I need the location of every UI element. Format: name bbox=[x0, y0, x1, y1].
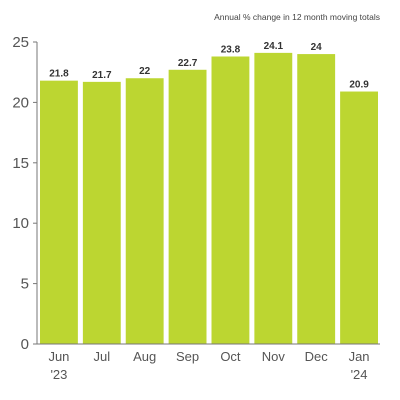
data-label: 24.1 bbox=[264, 41, 284, 52]
x-axis: Jun '23 Jul Aug Sep Oct Nov Dec Jan '24 bbox=[37, 343, 380, 382]
x-tick-label: Oct bbox=[220, 349, 241, 364]
x-tick-year-label: '24 bbox=[351, 367, 368, 382]
y-tick-label: 15 bbox=[12, 155, 29, 172]
bar bbox=[82, 81, 121, 344]
data-label: 21.7 bbox=[92, 70, 112, 81]
bar bbox=[297, 54, 336, 345]
data-label: 21.8 bbox=[49, 69, 69, 80]
x-tick-label: Jul bbox=[94, 349, 111, 364]
x-tick-label: Jan bbox=[349, 349, 370, 364]
bar bbox=[168, 69, 207, 344]
y-tick-label: 5 bbox=[21, 276, 29, 293]
data-label: 22 bbox=[139, 66, 151, 77]
y-tick-label: 25 bbox=[12, 34, 29, 51]
x-tick-label: Nov bbox=[262, 349, 286, 364]
bar bbox=[254, 52, 293, 344]
bar bbox=[40, 80, 78, 344]
y-tick-label: 10 bbox=[12, 215, 29, 232]
y-tick-label: 20 bbox=[12, 94, 29, 111]
data-label: 23.8 bbox=[221, 44, 241, 55]
data-label: 20.9 bbox=[349, 80, 369, 91]
bar bbox=[211, 56, 250, 344]
x-tick-label: Sep bbox=[176, 349, 199, 364]
bar bbox=[340, 91, 378, 344]
x-tick-label: Dec bbox=[305, 349, 329, 364]
y-tick-label: 0 bbox=[21, 336, 29, 353]
x-tick-year-label: '23 bbox=[50, 367, 67, 382]
bar bbox=[125, 78, 164, 345]
x-tick-label: Jun bbox=[48, 349, 69, 364]
data-labels: 21.8 21.7 22 22.7 23.8 24.1 24 20.9 bbox=[49, 41, 369, 91]
chart-subtitle: Annual % change in 12 month moving total… bbox=[214, 12, 380, 22]
x-tick-label: Aug bbox=[133, 349, 156, 364]
data-label: 22.7 bbox=[178, 58, 198, 69]
bars bbox=[40, 52, 378, 345]
data-label: 24 bbox=[311, 42, 323, 53]
y-axis: 0 5 10 15 20 25 bbox=[12, 34, 38, 353]
